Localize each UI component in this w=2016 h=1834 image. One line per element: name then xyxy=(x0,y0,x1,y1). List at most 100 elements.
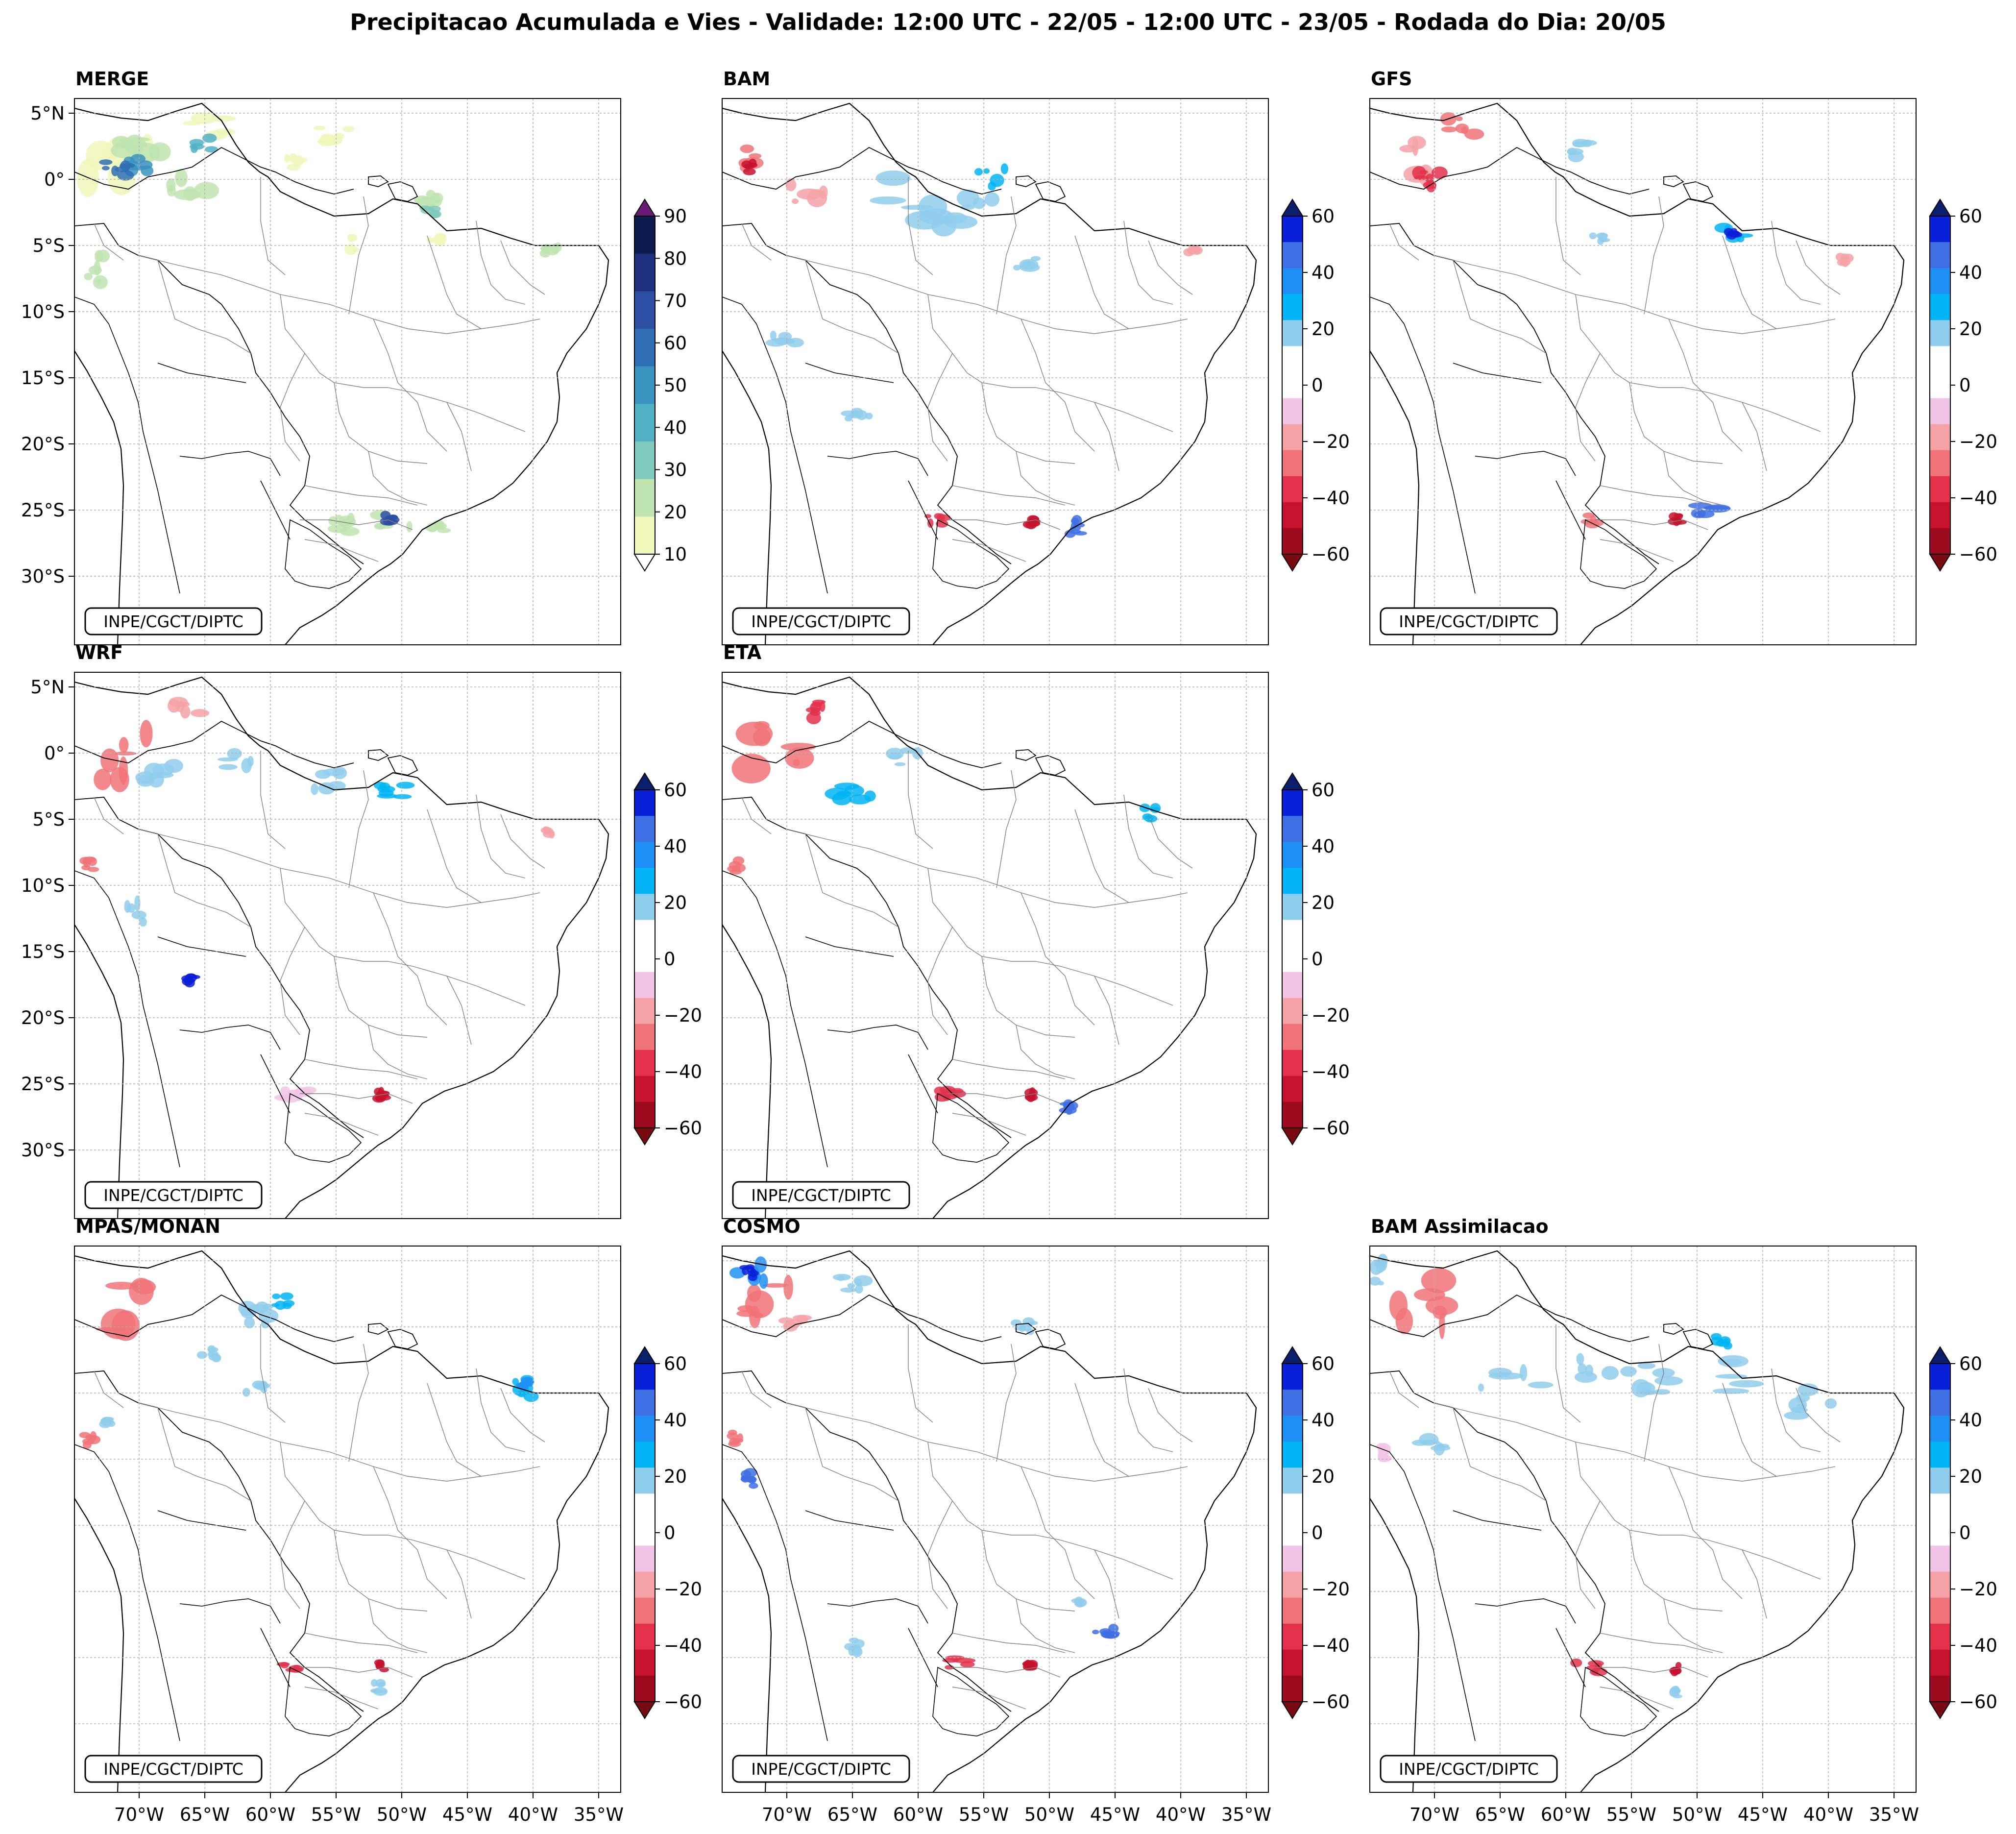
map-field xyxy=(722,672,1268,1219)
colorbar-tick-label: 40 xyxy=(1312,262,1335,283)
panel-3: INPE/CGCT/DIPTC xyxy=(1369,98,1917,645)
precip-blob xyxy=(1585,1364,1594,1377)
precip-blob xyxy=(406,521,413,533)
colorbar-tick-label: 70 xyxy=(664,291,687,312)
precip-blob xyxy=(333,133,344,140)
colorbar-segment xyxy=(634,790,655,816)
precip-blob xyxy=(183,978,195,983)
precip-blob xyxy=(1585,520,1600,529)
precip-blob xyxy=(740,144,754,153)
colorbar-bias: 60 40 20 0 −20 −40 −60 xyxy=(1281,198,1350,572)
precip-blob xyxy=(371,1689,387,1694)
colorbar-segment xyxy=(1930,346,1950,372)
precip-blob xyxy=(749,153,762,159)
colorbar-segment xyxy=(634,516,655,555)
colorbar-tick-label: 40 xyxy=(664,836,687,857)
precip-blob xyxy=(855,1284,863,1294)
precip-blob xyxy=(518,1381,529,1391)
colorbar-segment xyxy=(1930,1649,1950,1676)
colorbar-tick-label: 40 xyxy=(1312,836,1335,857)
precip-blob xyxy=(743,1468,757,1477)
precip-blob xyxy=(183,121,201,126)
precip-blob xyxy=(1712,1388,1749,1394)
colorbar-tick-label: 20 xyxy=(1312,318,1335,340)
longitude-label: 50°W xyxy=(1672,1804,1722,1825)
credit-label: INPE/CGCT/DIPTC xyxy=(84,1181,263,1209)
latitude-label: 10°S xyxy=(21,875,65,896)
precip-blob xyxy=(436,524,444,530)
colorbar-tick-label: 40 xyxy=(1959,1410,1982,1431)
precip-blob xyxy=(749,1483,758,1489)
precip-blob xyxy=(90,1431,97,1442)
precip-blob xyxy=(1414,175,1428,180)
precip-blob xyxy=(1464,128,1484,140)
colorbar-tick-label: 0 xyxy=(1312,375,1323,396)
svg-text:INPE/CGCT/DIPTC: INPE/CGCT/DIPTC xyxy=(751,1760,891,1779)
colorbar-segment xyxy=(634,441,655,480)
colorbar-segment xyxy=(1930,1519,1950,1546)
precip-blob xyxy=(375,1095,385,1102)
colorbar-tick-label: 60 xyxy=(664,333,687,354)
latitude-label: 25°S xyxy=(21,500,65,521)
precip-blob xyxy=(748,1273,757,1281)
colorbar-segment xyxy=(1282,920,1303,946)
colorbar-segment xyxy=(1930,424,1950,451)
precip-blob xyxy=(1456,116,1463,122)
colorbar-segment xyxy=(1282,1675,1303,1702)
colorbar-segment xyxy=(634,946,655,973)
colorbar-segment xyxy=(634,1050,655,1076)
precip-blob xyxy=(393,794,412,799)
longitude-label: 35°W xyxy=(1221,1804,1271,1825)
precip-blob xyxy=(139,917,147,927)
colorbar-tick-label: −60 xyxy=(1312,1691,1350,1712)
precip-blob xyxy=(852,1644,861,1656)
precip-blob xyxy=(523,1391,539,1402)
precip-blob xyxy=(192,975,200,979)
colorbar-segment xyxy=(634,1467,655,1494)
longitude-label: 55°W xyxy=(1606,1804,1656,1825)
colorbar-segment xyxy=(634,1364,655,1390)
colorbar-tick-label: −20 xyxy=(1312,1579,1350,1600)
longitude-label: 35°W xyxy=(574,1804,624,1825)
precip-blob xyxy=(374,1087,383,1096)
precip-blob xyxy=(745,1290,774,1319)
precip-blob xyxy=(1419,170,1428,174)
panel-title: WRF xyxy=(75,642,123,663)
panel-title: COSMO xyxy=(723,1216,801,1237)
colorbar-tick-label: 60 xyxy=(1312,1353,1335,1374)
latitude-label: 5°S xyxy=(32,235,65,256)
precip-blob xyxy=(1104,1632,1119,1638)
precip-blob xyxy=(100,748,119,773)
longitude-label: 65°W xyxy=(180,1804,230,1825)
precip-blob xyxy=(202,133,217,143)
latitude-label: 30°S xyxy=(21,566,65,587)
map-background xyxy=(1370,98,1916,645)
latitude-label: 25°S xyxy=(21,1074,65,1095)
colorbar-over-arrow xyxy=(1281,772,1304,790)
precip-blob xyxy=(110,767,129,792)
colorbar-segment xyxy=(1282,268,1303,294)
precip-blob xyxy=(783,1322,800,1328)
precip-blob xyxy=(280,1086,291,1097)
precip-blob xyxy=(342,125,355,132)
colorbar-bias: 60 40 20 0 −20 −40 −60 xyxy=(633,1346,702,1719)
map-frame xyxy=(722,98,1269,645)
precip-blob xyxy=(542,826,549,834)
colorbar-segment xyxy=(1930,268,1950,294)
precip-blob xyxy=(430,210,440,219)
precip-blob xyxy=(732,856,745,865)
colorbar-segment xyxy=(1282,372,1303,399)
colorbar-tick-label: −20 xyxy=(664,1005,702,1026)
precip-blob xyxy=(1000,163,1009,174)
precip-blob xyxy=(332,767,347,780)
precip-blob xyxy=(1378,1258,1387,1272)
precip-blob xyxy=(1570,1658,1582,1667)
longitude-label: 65°W xyxy=(1475,1804,1525,1825)
longitude-label: 50°W xyxy=(377,1804,427,1825)
precip-blob xyxy=(832,792,851,806)
precip-blob xyxy=(727,1432,738,1440)
precip-blob xyxy=(148,142,171,162)
colorbar-segment xyxy=(634,1493,655,1520)
colorbar-segment xyxy=(634,1101,655,1128)
